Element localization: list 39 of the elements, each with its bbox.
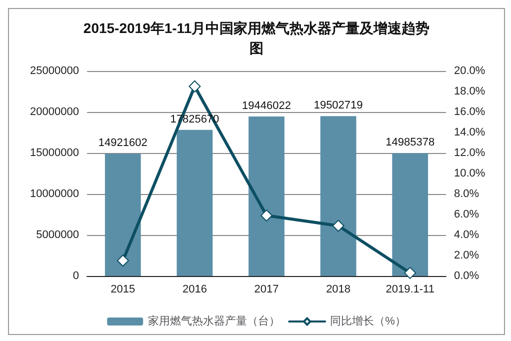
point	[116, 254, 129, 267]
bar	[176, 130, 213, 276]
data-label: 19502719	[314, 100, 363, 112]
y2-tick-label: 20.0%	[454, 65, 486, 77]
y-tick-label: 15000000	[30, 147, 79, 159]
bar	[392, 153, 428, 276]
y-tick-label: 5000000	[36, 229, 79, 241]
x-tick-label: 2015	[110, 284, 136, 296]
y2-tick-label: 16.0%	[454, 106, 486, 118]
bar	[320, 116, 356, 276]
bar	[104, 154, 141, 276]
point	[188, 80, 201, 92]
data-label: 14985378	[386, 136, 435, 149]
y2-tick-label: 18.0%	[454, 86, 486, 98]
point	[332, 220, 344, 232]
y-tick-label: 10000000	[30, 188, 79, 200]
y2-tick-label: 8.0%	[454, 188, 480, 200]
x-tick-label: 2019.1-11	[386, 284, 434, 296]
bar	[248, 116, 284, 276]
point	[404, 266, 416, 279]
y2-tick-label: 12.0%	[454, 147, 486, 159]
legend-label: 家用燃气热水器产量（台）	[148, 314, 280, 328]
legend-label: 同比增长（%）	[330, 314, 406, 328]
data-label: 14921602	[98, 137, 148, 150]
y2-tick-label: 14.0%	[454, 126, 486, 138]
chart-title: 2015-2019年1-11月中国家用燃气热水器产量及增速趋势图	[83, 20, 430, 56]
y-tick-label: 20000000	[30, 106, 79, 118]
y-tick-label: 0	[72, 270, 79, 282]
y2-tick-label: 6.0%	[454, 208, 480, 220]
x-tick-label: 2017	[254, 284, 279, 296]
y2-tick-label: 10.0%	[454, 168, 486, 180]
y2-tick-label: 2.0%	[454, 250, 480, 262]
data-label: 19446022	[242, 100, 291, 112]
y2-tick-label: 4.0%	[454, 229, 480, 241]
x-tick-label: 2018	[326, 284, 351, 296]
y2-tick-label: 0.0%	[454, 270, 480, 282]
point	[260, 210, 272, 222]
y-tick-label: 25000000	[30, 65, 79, 77]
x-tick-label: 2016	[182, 284, 207, 296]
